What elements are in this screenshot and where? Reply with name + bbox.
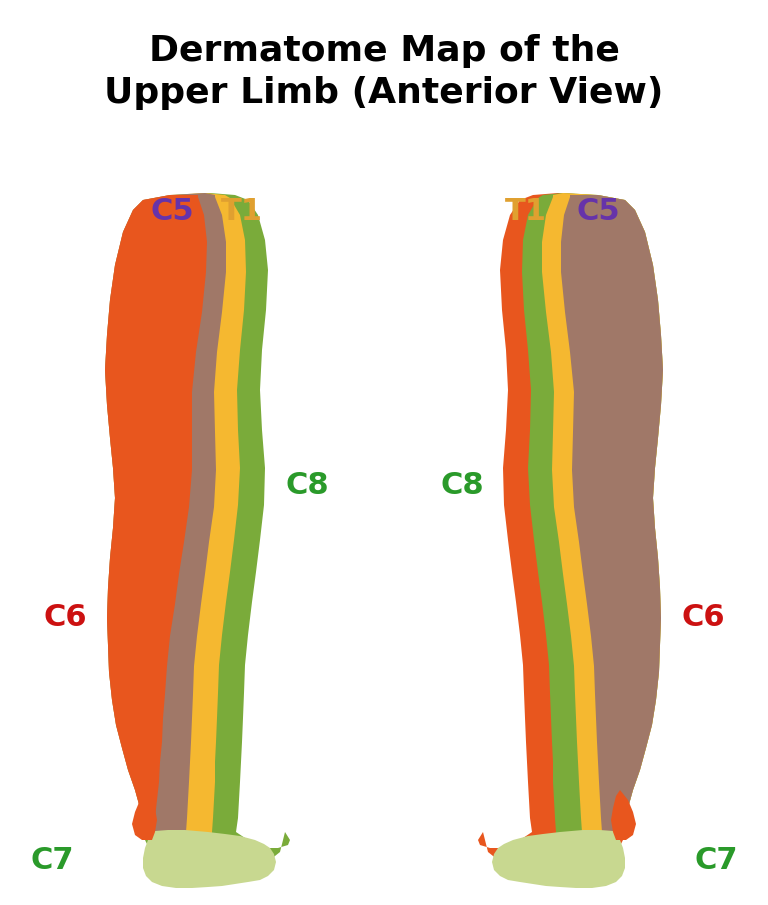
Polygon shape: [143, 830, 276, 888]
Text: C5: C5: [151, 197, 194, 226]
Polygon shape: [478, 193, 658, 866]
Text: C5: C5: [576, 197, 620, 226]
Polygon shape: [561, 195, 663, 840]
Polygon shape: [105, 193, 246, 840]
Text: C8: C8: [285, 471, 329, 500]
Text: C6: C6: [681, 604, 725, 633]
Polygon shape: [132, 790, 157, 840]
Text: C7: C7: [694, 845, 738, 874]
Text: C8: C8: [440, 471, 484, 500]
Text: C6: C6: [43, 604, 87, 633]
Text: T1: T1: [505, 197, 547, 226]
Polygon shape: [105, 193, 226, 840]
Polygon shape: [542, 193, 663, 840]
Polygon shape: [105, 195, 207, 840]
Text: T1: T1: [221, 197, 263, 226]
Text: Dermatome Map of the
Upper Limb (Anterior View): Dermatome Map of the Upper Limb (Anterio…: [104, 34, 664, 110]
Polygon shape: [522, 193, 663, 840]
Text: C7: C7: [30, 845, 74, 874]
Polygon shape: [611, 790, 636, 840]
Polygon shape: [110, 193, 290, 866]
Polygon shape: [492, 830, 625, 888]
